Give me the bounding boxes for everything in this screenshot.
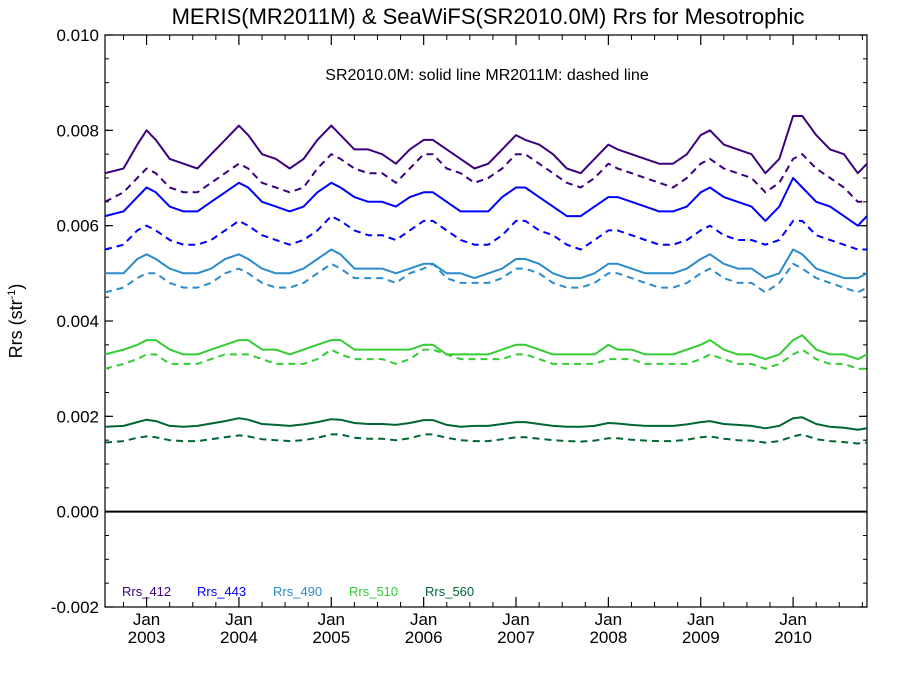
series-line-rrs-412-solid xyxy=(104,115,868,175)
series-line-rrs-560-dashed xyxy=(104,433,868,445)
y-axis-label: Rrs (str-1) xyxy=(6,284,26,359)
x-tick-label-year: 2004 xyxy=(220,628,258,647)
plot-frame xyxy=(104,34,868,608)
y-axis-label-superscript: -1 xyxy=(6,290,18,300)
y-tick-label: 0.008 xyxy=(56,121,99,140)
legend-item-rrs-443: Rrs_443 xyxy=(197,584,246,599)
legend-item-rrs-560: Rrs_560 xyxy=(425,584,474,599)
series-line-rrs-510-dashed xyxy=(104,348,867,370)
x-tick-label-year: 2008 xyxy=(589,628,627,647)
x-tick-label-year: 2006 xyxy=(405,628,443,647)
x-tick-label-month: Jan xyxy=(502,610,529,629)
x-tick-label-month: Jan xyxy=(133,610,160,629)
series-line-rrs-490-dashed xyxy=(104,262,868,294)
y-tick-label: -0.002 xyxy=(51,598,99,617)
x-tick-label-year: 2005 xyxy=(312,628,350,647)
x-tick-label-year: 2007 xyxy=(497,628,535,647)
series-line-rrs-490-solid xyxy=(105,248,868,280)
legend: Rrs_412 Rrs_443 Rrs_490 Rrs_510 Rrs_560 xyxy=(122,584,474,599)
y-tick-label: 0.010 xyxy=(56,26,99,45)
y-tick-label: 0.000 xyxy=(56,503,99,522)
series-layer xyxy=(104,115,868,445)
x-tick-label-year: 2010 xyxy=(774,628,812,647)
x-tick-label-month: Jan xyxy=(779,610,806,629)
line-style-note: SR2010.0M: solid line MR2011M: dashed li… xyxy=(325,67,649,84)
x-tick-label-month: Jan xyxy=(318,610,345,629)
series-line-rrs-443-solid xyxy=(104,177,868,227)
x-tick-label-month: Jan xyxy=(410,610,437,629)
series-line-rrs-443-dashed xyxy=(104,215,867,251)
y-tick-label: 0.006 xyxy=(56,217,99,236)
series-line-rrs-412-dashed xyxy=(104,153,867,203)
series-line-rrs-510-solid xyxy=(104,334,868,361)
series-line-rrs-560-solid xyxy=(104,416,868,431)
x-tick-label-month: Jan xyxy=(595,610,622,629)
x-tick-label-month: Jan xyxy=(225,610,252,629)
x-axis: Jan2003Jan2004Jan2005Jan2006Jan2007Jan20… xyxy=(122,35,863,647)
legend-item-rrs-490: Rrs_490 xyxy=(273,584,322,599)
legend-item-rrs-510: Rrs_510 xyxy=(349,584,398,599)
legend-item-rrs-412: Rrs_412 xyxy=(122,584,171,599)
y-tick-label: 0.002 xyxy=(56,407,99,426)
x-tick-label-year: 2003 xyxy=(128,628,166,647)
y-tick-label: 0.004 xyxy=(56,312,99,331)
y-axis: -0.002 0.000 0.002 0.004 0.006 0.008 0.010 xyxy=(51,26,867,617)
y-axis-label-text: Rrs (str xyxy=(6,299,26,358)
x-tick-label-year: 2009 xyxy=(682,628,720,647)
y-axis-label-close: ) xyxy=(6,284,26,290)
x-tick-label-month: Jan xyxy=(687,610,714,629)
chart-title: MERIS(MR2011M) & SeaWiFS(SR2010.0M) Rrs … xyxy=(172,4,805,29)
